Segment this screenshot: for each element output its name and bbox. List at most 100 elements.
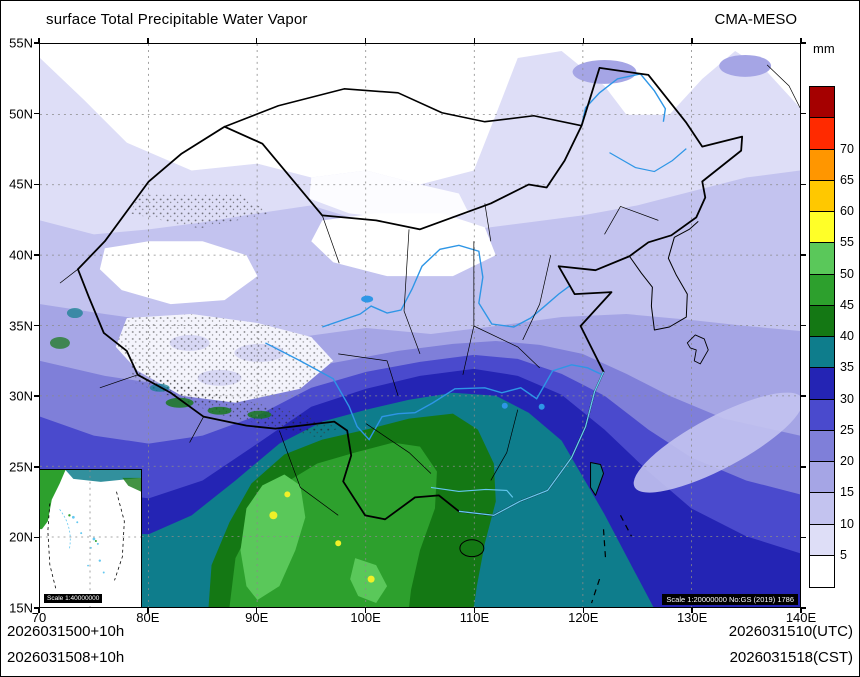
- southeast-coastline: [458, 371, 605, 517]
- axis-tick: [691, 38, 693, 43]
- axis-tick: [801, 536, 806, 539]
- axis-tick: [255, 608, 258, 613]
- lon-axis-label: 110E: [459, 610, 490, 625]
- axis-tick: [34, 395, 39, 397]
- colorbar-cell: [810, 305, 834, 337]
- colorbar-cell: [810, 180, 834, 212]
- colorbar-cell: [810, 243, 834, 275]
- lat-axis-label: 30N: [9, 388, 33, 404]
- lat-axis-label: 40N: [9, 247, 33, 263]
- colorbar-cell: [810, 274, 834, 306]
- lon-axis: 70 80E 90E 100E 110E 120E 130E 140E: [1, 610, 859, 626]
- axis-tick: [691, 608, 693, 613]
- dry-desert-patches: [49, 170, 496, 438]
- footer-valid-utc: 2026031510(UTC): [728, 623, 853, 640]
- inset-islands: [71, 515, 105, 574]
- taiwan-island: [590, 462, 605, 496]
- page-title: surface Total Precipitable Water Vapor: [46, 11, 308, 28]
- foreign-borders: [59, 64, 800, 516]
- footer-init-cst: 2026031508+10h: [7, 649, 125, 666]
- colorbar-tick-label: 45: [840, 297, 854, 312]
- colorbar-cell: [810, 368, 834, 400]
- lat-axis-label: 25N: [9, 459, 33, 475]
- colorbar-cells: [809, 86, 835, 588]
- qinghai-lake: [361, 295, 374, 303]
- axis-tick: [34, 466, 39, 468]
- axis-tick: [255, 38, 258, 43]
- colorbar-cell: [810, 524, 834, 556]
- footer-init-utc: 2026031500+10h: [7, 623, 125, 640]
- colorbar-tick-label: 55: [840, 235, 854, 250]
- colorbar-tick-label: 65: [840, 172, 854, 187]
- colorbar-tick-label: 50: [840, 266, 854, 281]
- lat-axis-label: 15N: [9, 600, 33, 616]
- china-border: [77, 67, 744, 521]
- axis-tick: [34, 254, 39, 256]
- axis-tick: [147, 608, 149, 613]
- axis-tick: [801, 466, 806, 468]
- colorbar-tick-label: 30: [840, 391, 854, 406]
- kyushu-outline: [686, 334, 709, 365]
- lat-axis-label: 50N: [9, 106, 33, 122]
- tpw-field-map: [40, 44, 800, 607]
- axis-tick: [801, 254, 806, 256]
- colorbar-cell: [810, 462, 834, 494]
- colorbar-tick-label: 60: [840, 204, 854, 218]
- colorbar-tick-label: 40: [840, 329, 854, 343]
- axis-tick: [801, 324, 806, 327]
- colorbar-cell: [810, 118, 834, 150]
- axis-tick: [34, 42, 39, 44]
- inset-scale-label: Scale 1:40000000: [43, 593, 104, 604]
- inset-map-svg: [40, 470, 141, 607]
- colorbar-cell: [810, 430, 834, 462]
- mongolia-russia-border: [224, 88, 582, 128]
- rivers: [265, 73, 687, 498]
- colorbar-tick-label: 20: [840, 454, 854, 468]
- axis-tick: [801, 42, 806, 44]
- axis-tick: [34, 536, 39, 539]
- axis-tick: [800, 608, 802, 613]
- colorbar-cell: [810, 337, 834, 369]
- lat-axis-label: 35N: [9, 318, 33, 333]
- lat-axis-label: 55N: [9, 35, 33, 51]
- colorbar-cell: [810, 493, 834, 525]
- axis-tick: [38, 38, 40, 43]
- colorbar-tick-label: 35: [840, 360, 854, 375]
- axis-tick: [801, 607, 806, 609]
- axis-tick: [582, 38, 585, 43]
- lon-axis-label: 100E: [350, 610, 381, 625]
- axis-tick: [473, 608, 476, 613]
- axis-tick: [34, 607, 39, 609]
- model-label: CMA-MESO: [714, 11, 798, 28]
- colorbar-tick-label: 70: [840, 141, 854, 156]
- lon-axis-label: 120E: [568, 610, 599, 625]
- yangtze-river: [265, 342, 603, 441]
- inset-map: Scale 1:40000000: [39, 469, 142, 608]
- lon-axis-label: 140E: [785, 610, 817, 625]
- axis-tick: [801, 395, 806, 397]
- map-frame: Scale 1:40000000 Scale 1:20000000 No:GS …: [39, 43, 801, 608]
- footer-valid-cst: 2026031518(CST): [729, 649, 853, 666]
- colorbar-cell: [810, 555, 834, 587]
- grid-lines: [40, 44, 800, 607]
- lon-axis-label: 80E: [136, 610, 160, 625]
- axis-tick: [364, 38, 367, 43]
- province-borders: [321, 203, 659, 481]
- axis-tick: [38, 608, 40, 613]
- colorbar-unit-label: mm: [813, 41, 835, 56]
- yellow-river: [322, 244, 572, 328]
- lat-axis-label: 45N: [9, 176, 33, 192]
- axis-tick: [147, 38, 149, 43]
- axis-tick: [801, 112, 806, 115]
- colorbar-tick-label: 25: [840, 422, 854, 437]
- colorbar-cell: [810, 87, 834, 119]
- poyang-lake: [538, 403, 545, 410]
- colorbar-tick-label: 15: [840, 485, 854, 500]
- lat-axis: 55N 50N 45N 40N 35N 30N 25N 20N 15N: [1, 1, 35, 676]
- boundaries: [59, 64, 800, 604]
- colorbar-tick-label: 10: [840, 516, 854, 531]
- colorbar-tick-label: 5: [840, 547, 847, 562]
- lon-axis-label: 90E: [245, 610, 269, 625]
- korea-border: [629, 220, 699, 331]
